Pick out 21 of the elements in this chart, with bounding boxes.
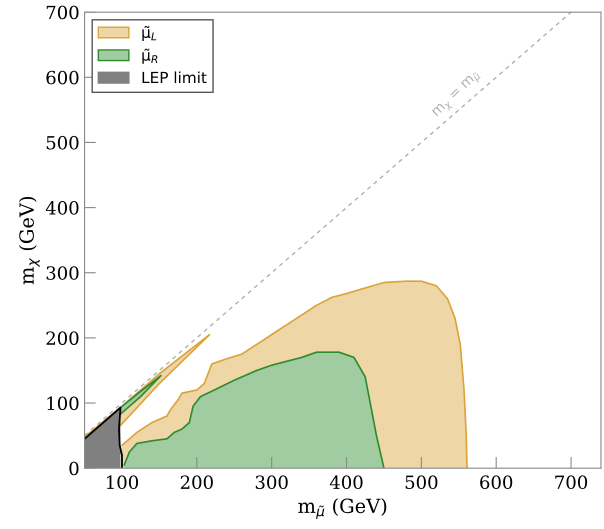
y-tick-label: 300 xyxy=(46,266,78,280)
annotation: m$_{χ}$ = m$_{μ̃}$ xyxy=(432,70,482,120)
y-tick-label: 700 xyxy=(46,6,78,20)
x-tick-label: 300 xyxy=(256,475,288,490)
x-tick-label: 100 xyxy=(106,475,138,490)
y-tick-label: 400 xyxy=(46,201,78,215)
x-tick-label: 700 xyxy=(555,475,588,490)
y-tick-label: 0 xyxy=(69,462,78,476)
y-tick-label: 500 xyxy=(46,136,78,150)
x-tick-label: 200 xyxy=(180,475,213,490)
y-tick-label: 200 xyxy=(46,331,78,345)
y-tick-label: 100 xyxy=(47,396,78,410)
legend-label: LEP limit xyxy=(142,71,207,84)
legend-label: μ̃$_{L}$ xyxy=(142,26,156,41)
x-axis-title: m$_{μ̃}$ (GeV) xyxy=(298,498,386,519)
x-tick-label: 500 xyxy=(406,475,438,490)
y-axis-title: m$_{χ}$ (GeV) xyxy=(18,196,40,284)
legend-label: μ̃$_{R}$ xyxy=(142,48,158,64)
x-tick-label: 400 xyxy=(330,475,363,490)
x-tick-label: 600 xyxy=(480,475,512,490)
y-tick-label: 600 xyxy=(46,70,78,84)
